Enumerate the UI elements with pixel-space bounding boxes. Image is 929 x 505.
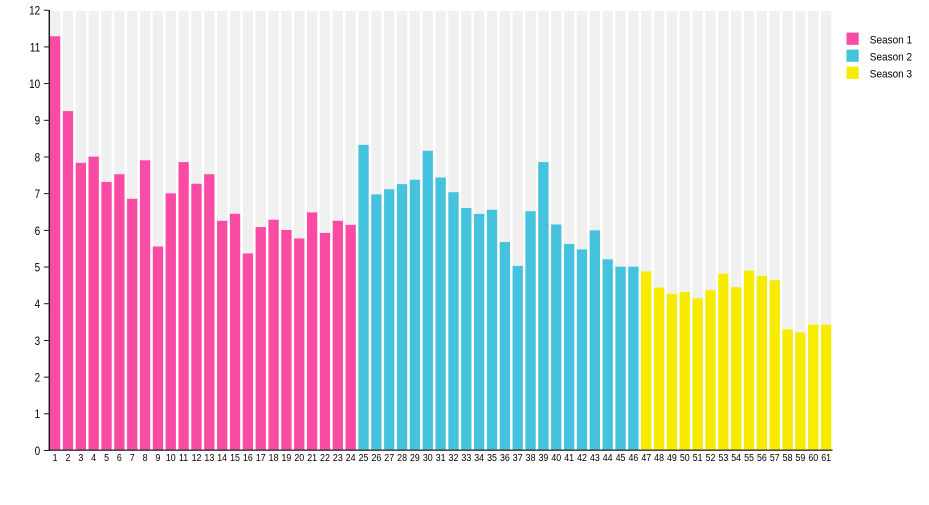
svg-text:28: 28 bbox=[397, 453, 407, 463]
svg-text:29: 29 bbox=[410, 453, 420, 463]
svg-text:27: 27 bbox=[384, 453, 394, 463]
svg-text:9: 9 bbox=[155, 453, 160, 463]
svg-text:4: 4 bbox=[91, 453, 96, 463]
svg-text:56: 56 bbox=[757, 453, 767, 463]
svg-text:39: 39 bbox=[539, 453, 549, 463]
svg-text:33: 33 bbox=[461, 453, 471, 463]
svg-text:12: 12 bbox=[29, 5, 40, 18]
svg-text:60: 60 bbox=[808, 453, 818, 463]
svg-text:34: 34 bbox=[474, 453, 484, 463]
svg-text:18: 18 bbox=[269, 453, 279, 463]
svg-text:35: 35 bbox=[487, 453, 497, 463]
svg-text:Season 2: Season 2 bbox=[870, 51, 912, 64]
svg-text:30: 30 bbox=[423, 453, 433, 463]
svg-text:8: 8 bbox=[143, 453, 148, 463]
svg-text:32: 32 bbox=[449, 453, 459, 463]
svg-text:7: 7 bbox=[130, 453, 135, 463]
svg-text:20: 20 bbox=[294, 453, 304, 463]
svg-text:26: 26 bbox=[371, 453, 381, 463]
svg-text:49: 49 bbox=[667, 453, 677, 463]
svg-text:Season 1: Season 1 bbox=[870, 34, 912, 47]
svg-text:42: 42 bbox=[577, 453, 587, 463]
svg-text:17: 17 bbox=[256, 453, 266, 463]
svg-text:10: 10 bbox=[29, 78, 40, 91]
svg-text:15: 15 bbox=[230, 453, 240, 463]
svg-text:47: 47 bbox=[641, 453, 651, 463]
svg-text:61: 61 bbox=[821, 453, 831, 463]
svg-text:43: 43 bbox=[590, 453, 600, 463]
svg-text:36: 36 bbox=[500, 453, 510, 463]
svg-text:1: 1 bbox=[53, 453, 58, 463]
svg-text:1: 1 bbox=[35, 408, 41, 421]
svg-text:54: 54 bbox=[731, 453, 741, 463]
svg-text:37: 37 bbox=[513, 453, 523, 463]
svg-text:2: 2 bbox=[35, 372, 41, 385]
svg-text:10: 10 bbox=[166, 453, 176, 463]
svg-text:0: 0 bbox=[35, 445, 41, 458]
svg-text:57: 57 bbox=[770, 453, 780, 463]
svg-text:50: 50 bbox=[680, 453, 690, 463]
svg-text:6: 6 bbox=[117, 453, 122, 463]
svg-text:45: 45 bbox=[616, 453, 626, 463]
svg-text:59: 59 bbox=[796, 453, 806, 463]
svg-text:41: 41 bbox=[564, 453, 574, 463]
svg-text:48: 48 bbox=[654, 453, 664, 463]
svg-text:3: 3 bbox=[78, 453, 83, 463]
svg-text:52: 52 bbox=[706, 453, 716, 463]
svg-text:6: 6 bbox=[35, 225, 41, 238]
svg-text:22: 22 bbox=[320, 453, 330, 463]
svg-text:5: 5 bbox=[35, 262, 41, 275]
svg-text:9: 9 bbox=[35, 115, 41, 128]
svg-text:14: 14 bbox=[217, 453, 227, 463]
svg-text:55: 55 bbox=[744, 453, 754, 463]
svg-text:8: 8 bbox=[35, 152, 41, 165]
svg-text:11: 11 bbox=[179, 453, 188, 463]
svg-text:23: 23 bbox=[333, 453, 343, 463]
svg-text:13: 13 bbox=[204, 453, 214, 463]
svg-text:51: 51 bbox=[693, 453, 703, 463]
svg-text:2: 2 bbox=[66, 453, 71, 463]
svg-text:25: 25 bbox=[359, 453, 369, 463]
svg-text:Season 3: Season 3 bbox=[870, 68, 912, 81]
svg-text:38: 38 bbox=[526, 453, 536, 463]
svg-text:44: 44 bbox=[603, 453, 613, 463]
svg-text:5: 5 bbox=[104, 453, 109, 463]
svg-text:24: 24 bbox=[346, 453, 356, 463]
svg-text:46: 46 bbox=[628, 453, 638, 463]
svg-text:7: 7 bbox=[35, 188, 41, 201]
svg-text:53: 53 bbox=[718, 453, 728, 463]
svg-text:4: 4 bbox=[35, 298, 41, 311]
svg-text:19: 19 bbox=[282, 453, 292, 463]
svg-text:58: 58 bbox=[783, 453, 793, 463]
svg-text:16: 16 bbox=[243, 453, 253, 463]
svg-text:40: 40 bbox=[551, 453, 561, 463]
svg-text:21: 21 bbox=[307, 453, 317, 463]
svg-text:31: 31 bbox=[436, 453, 446, 463]
svg-text:12: 12 bbox=[192, 453, 202, 463]
svg-text:11: 11 bbox=[30, 42, 40, 55]
svg-text:3: 3 bbox=[35, 335, 41, 348]
